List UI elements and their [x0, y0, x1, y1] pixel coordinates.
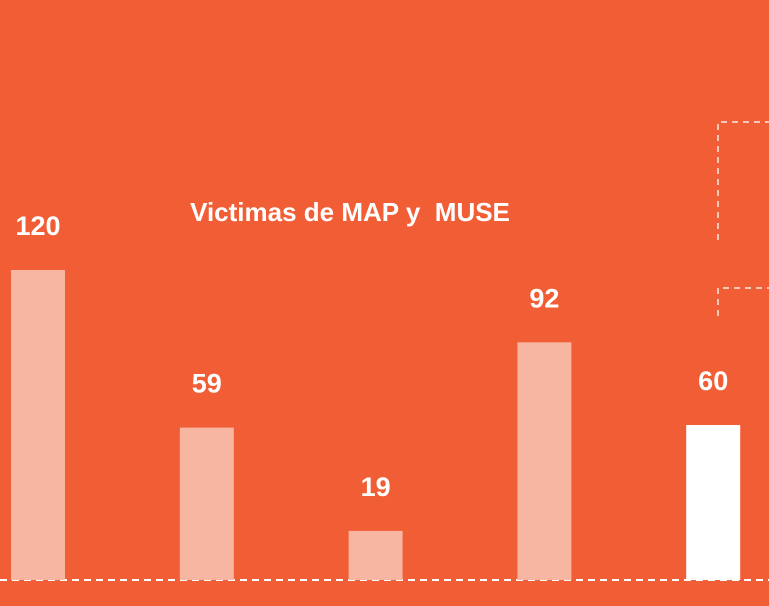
bar: [179, 427, 234, 580]
value-label: 19: [361, 472, 391, 502]
value-label: 92: [529, 283, 559, 313]
value-label: 59: [192, 369, 222, 399]
chart-title: Victimas de MAP y MUSE: [190, 197, 510, 227]
bar: [348, 530, 403, 580]
bar: [686, 425, 741, 580]
value-label: 60: [698, 366, 728, 396]
bar: [11, 270, 65, 580]
dashed-frame: [717, 287, 769, 316]
value-label: 120: [15, 211, 60, 241]
decoration: [717, 121, 769, 316]
bar: [517, 342, 572, 580]
